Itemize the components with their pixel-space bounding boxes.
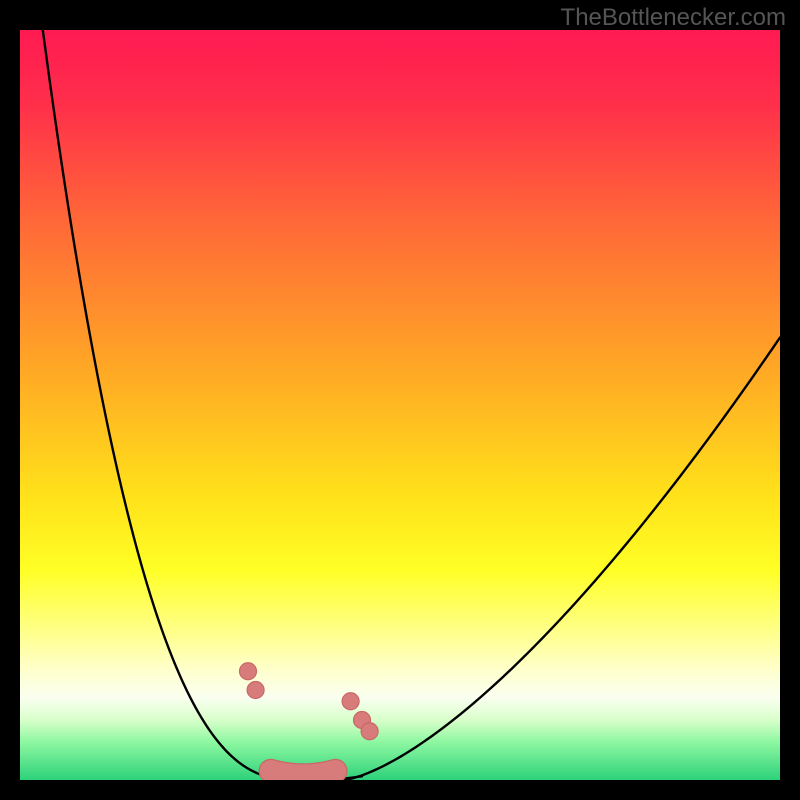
curve-right-branch [343,338,780,781]
marker-sausage [271,771,336,776]
marker-dot [361,723,378,740]
marker-dot [342,693,359,710]
plot-area [20,30,780,780]
marker-dot [240,663,257,680]
curve-left-branch [43,30,298,780]
curve-overlay [20,30,780,780]
watermark-text: TheBottlenecker.com [561,4,786,32]
chart-frame [0,0,800,800]
marker-dot [247,682,264,699]
